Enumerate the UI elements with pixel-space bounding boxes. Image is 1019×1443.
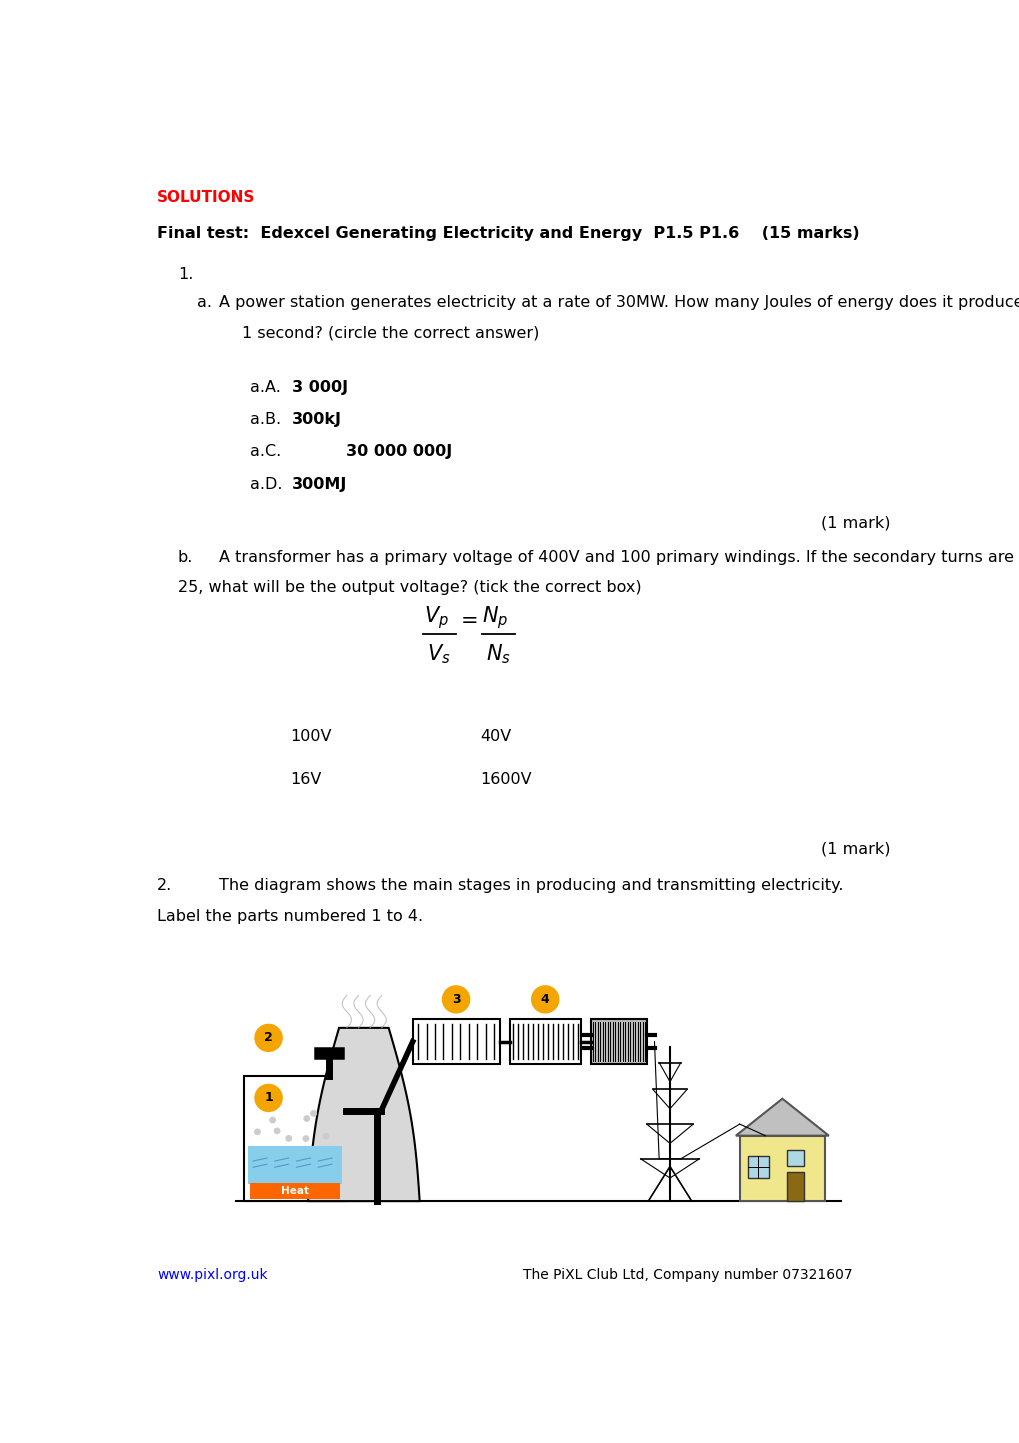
Bar bbox=[747, 1156, 768, 1177]
Bar bbox=[786, 1150, 803, 1166]
Circle shape bbox=[255, 1025, 282, 1052]
Text: 300kJ: 300kJ bbox=[291, 411, 341, 427]
Text: a.B.: a.B. bbox=[250, 411, 281, 427]
Text: (1 mark): (1 mark) bbox=[820, 841, 890, 857]
Bar bbox=[250, 1183, 339, 1199]
Bar bbox=[786, 1172, 803, 1201]
Text: The PiXL Club Ltd, Company number 07321607: The PiXL Club Ltd, Company number 073216… bbox=[523, 1268, 852, 1281]
Text: 4: 4 bbox=[540, 993, 549, 1006]
Circle shape bbox=[303, 1136, 309, 1141]
Text: 1600V: 1600V bbox=[480, 772, 531, 788]
Circle shape bbox=[531, 986, 558, 1013]
Text: $V_p$: $V_p$ bbox=[423, 605, 448, 631]
Bar bbox=[590, 1019, 646, 1063]
Text: 1 second? (circle the correct answer): 1 second? (circle the correct answer) bbox=[242, 326, 539, 341]
Text: 40V: 40V bbox=[480, 729, 511, 745]
Text: $V_s$: $V_s$ bbox=[426, 642, 449, 667]
Text: Heat: Heat bbox=[280, 1186, 309, 1196]
Text: a.: a. bbox=[197, 294, 212, 310]
Text: A power station generates electricity at a rate of 30MW. How many Joules of ener: A power station generates electricity at… bbox=[219, 294, 1019, 310]
Bar bbox=[739, 1136, 824, 1201]
Text: SOLUTIONS: SOLUTIONS bbox=[157, 190, 255, 205]
Text: Final test:  Edexcel Generating Electricity and Energy  P1.5 P1.6    (15 marks): Final test: Edexcel Generating Electrici… bbox=[157, 225, 859, 241]
Circle shape bbox=[442, 986, 469, 1013]
Text: 100V: 100V bbox=[290, 729, 331, 745]
Text: The diagram shows the main stages in producing and transmitting electricity.: The diagram shows the main stages in pro… bbox=[219, 877, 843, 893]
Circle shape bbox=[323, 1133, 328, 1139]
Circle shape bbox=[304, 1115, 309, 1121]
Bar bbox=[248, 1146, 341, 1185]
Text: 16V: 16V bbox=[290, 772, 321, 788]
Circle shape bbox=[285, 1136, 291, 1141]
Text: a.C.: a.C. bbox=[250, 444, 281, 459]
Text: $N_p$: $N_p$ bbox=[482, 605, 508, 631]
Text: 3: 3 bbox=[451, 993, 460, 1006]
Text: (1 mark): (1 mark) bbox=[820, 515, 890, 530]
Text: Label the parts numbered 1 to 4.: Label the parts numbered 1 to 4. bbox=[157, 909, 423, 924]
Bar bbox=[244, 1076, 345, 1201]
Text: A transformer has a primary voltage of 400V and 100 primary windings. If the sec: A transformer has a primary voltage of 4… bbox=[219, 550, 1013, 566]
Circle shape bbox=[255, 1130, 260, 1134]
Polygon shape bbox=[735, 1098, 828, 1136]
Text: 25, what will be the output voltage? (tick the correct box): 25, what will be the output voltage? (ti… bbox=[177, 580, 641, 595]
Text: 30 000 000J: 30 000 000J bbox=[345, 444, 451, 459]
Text: www.pixl.org.uk: www.pixl.org.uk bbox=[157, 1268, 267, 1281]
Text: b.: b. bbox=[177, 550, 193, 566]
Polygon shape bbox=[308, 1027, 419, 1201]
Text: =: = bbox=[461, 612, 478, 631]
Text: 300MJ: 300MJ bbox=[291, 476, 346, 492]
Text: 2.: 2. bbox=[157, 877, 172, 893]
Circle shape bbox=[311, 1111, 316, 1115]
Text: 2: 2 bbox=[264, 1032, 273, 1045]
Circle shape bbox=[274, 1128, 279, 1134]
Bar bbox=[510, 1019, 580, 1063]
Bar bbox=[413, 1019, 499, 1063]
Text: $N_s$: $N_s$ bbox=[485, 642, 510, 667]
Text: 1.: 1. bbox=[177, 267, 193, 281]
Circle shape bbox=[255, 1085, 282, 1111]
Text: a.D.: a.D. bbox=[250, 476, 282, 492]
Text: a.A.: a.A. bbox=[250, 380, 280, 394]
Circle shape bbox=[270, 1117, 275, 1123]
Text: 1: 1 bbox=[264, 1091, 273, 1104]
Text: 3 000J: 3 000J bbox=[291, 380, 347, 394]
